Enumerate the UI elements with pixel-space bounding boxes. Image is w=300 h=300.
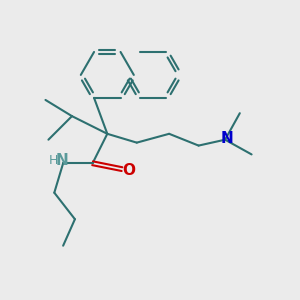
Text: H: H <box>49 154 58 167</box>
Text: N: N <box>220 131 233 146</box>
Text: O: O <box>122 163 135 178</box>
Text: N: N <box>55 153 68 168</box>
